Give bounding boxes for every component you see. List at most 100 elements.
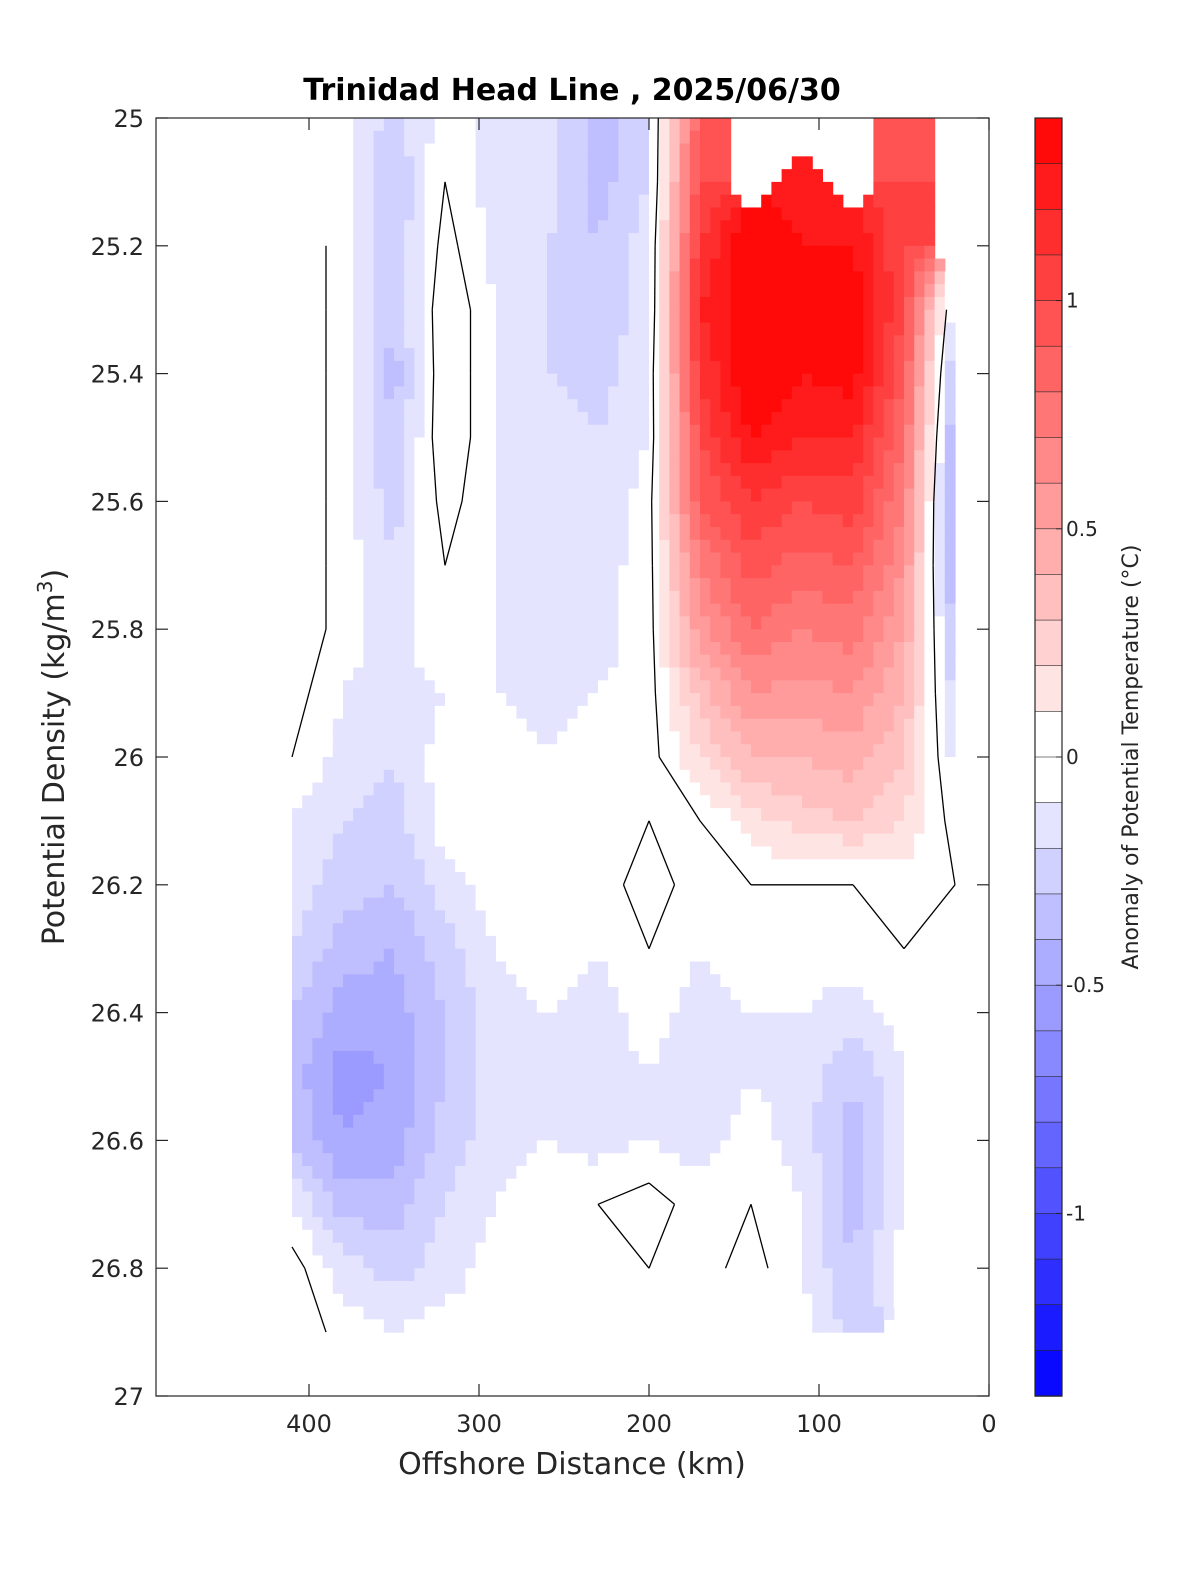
anomaly-cell [659, 910, 670, 924]
anomaly-cell [516, 1050, 528, 1065]
anomaly-cell [679, 450, 691, 464]
anomaly-cell [332, 578, 344, 592]
anomaly-cell [547, 1114, 558, 1129]
anomaly-cell [781, 884, 793, 899]
anomaly-cell [424, 514, 436, 528]
anomaly-cell [455, 578, 466, 592]
anomaly-cell [781, 705, 793, 720]
anomaly-cell [404, 348, 415, 362]
anomaly-cell [618, 590, 630, 605]
anomaly-cell [302, 348, 313, 362]
anomaly-cell [424, 169, 436, 183]
anomaly-cell [516, 654, 528, 669]
anomaly-cell [536, 859, 548, 873]
anomaly-cell [373, 309, 385, 324]
anomaly-cell [873, 411, 885, 426]
anomaly-cell [536, 143, 548, 157]
anomaly-cell [679, 284, 691, 298]
anomaly-cell [363, 680, 375, 694]
anomaly-cell [934, 475, 946, 490]
anomaly-cell [394, 884, 405, 899]
anomaly-cell [791, 705, 803, 720]
anomaly-cell [292, 923, 303, 937]
anomaly-cell [904, 603, 915, 618]
anomaly-cell [628, 322, 640, 336]
anomaly-cell [587, 731, 599, 745]
anomaly-cell [883, 233, 895, 247]
anomaly-cell [730, 348, 742, 362]
anomaly-cell [434, 833, 446, 848]
anomaly-cell [649, 386, 660, 400]
anomaly-cell [332, 641, 344, 656]
anomaly-cell [506, 475, 517, 490]
anomaly-cell [791, 961, 803, 975]
anomaly-cell [781, 424, 793, 439]
anomaly-cell [343, 488, 354, 502]
anomaly-cell [496, 769, 507, 784]
anomaly-cell [822, 233, 834, 247]
anomaly-cell [649, 118, 660, 132]
anomaly-cell [934, 1025, 946, 1039]
anomaly-cell [628, 693, 640, 707]
anomaly-cell [771, 322, 783, 336]
anomaly-cell [383, 718, 395, 733]
anomaly-cell [628, 143, 640, 157]
anomaly-cell [322, 629, 334, 643]
anomaly-cell [536, 335, 548, 349]
anomaly-cell [873, 974, 885, 988]
anomaly-cell [598, 923, 609, 937]
anomaly-cell [383, 1050, 395, 1065]
anomaly-cell [516, 399, 528, 413]
anomaly-cell [618, 386, 630, 400]
anomaly-cell [771, 1025, 783, 1039]
anomaly-cell [934, 820, 946, 835]
anomaly-cell [669, 411, 681, 426]
anomaly-cell [679, 1114, 691, 1129]
anomaly-cell [669, 1114, 681, 1129]
anomaly-cell [791, 373, 803, 387]
anomaly-cell [659, 872, 670, 886]
anomaly-cell [853, 207, 864, 221]
anomaly-cell [812, 590, 823, 605]
anomaly-cell [516, 335, 528, 349]
anomaly-cell [740, 565, 752, 579]
anomaly-cell [536, 386, 548, 400]
anomaly-cell [659, 399, 670, 413]
anomaly-cell [598, 590, 609, 605]
anomaly-cell [312, 693, 324, 707]
anomaly-cell [343, 629, 354, 643]
anomaly-cell [312, 1102, 324, 1116]
anomaly-cell [689, 833, 701, 848]
anomaly-cell [445, 1063, 456, 1078]
anomaly-cell [587, 693, 599, 707]
anomaly-cell [904, 130, 915, 145]
anomaly-cell [628, 335, 640, 349]
anomaly-cell [700, 296, 711, 311]
anomaly-cell [730, 207, 742, 221]
anomaly-cell [424, 680, 436, 694]
anomaly-cell [761, 795, 772, 809]
anomaly-cell [628, 373, 640, 387]
anomaly-cell [812, 437, 823, 451]
anomaly-cell [373, 118, 385, 132]
anomaly-cell [689, 1050, 701, 1065]
anomaly-cell [292, 680, 303, 694]
anomaly-cell [781, 897, 793, 911]
anomaly-cell [832, 859, 844, 873]
anomaly-cell [414, 859, 426, 873]
anomaly-cell [322, 872, 334, 886]
anomaly-cell [883, 348, 895, 362]
anomaly-cell [526, 935, 538, 950]
anomaly-cell [689, 284, 701, 298]
anomaly-cell [363, 910, 375, 924]
anomaly-cell [893, 335, 905, 349]
anomaly-cell [628, 284, 640, 298]
anomaly-cell [628, 1050, 640, 1065]
anomaly-cell [679, 718, 691, 733]
anomaly-cell [649, 820, 660, 835]
anomaly-cell [445, 667, 456, 681]
anomaly-cell [526, 169, 538, 183]
anomaly-cell [924, 897, 936, 911]
anomaly-cell [322, 654, 334, 669]
anomaly-cell [689, 705, 701, 720]
